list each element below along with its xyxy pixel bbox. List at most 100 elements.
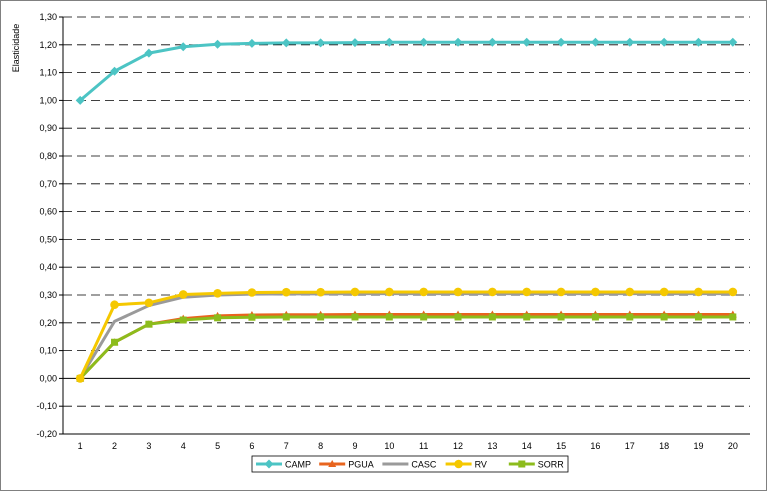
data-point-rv <box>694 287 703 297</box>
series-line-casc <box>78 292 733 380</box>
x-tick-label: 3 <box>146 441 151 451</box>
data-point-rv <box>316 287 325 297</box>
y-tick-label: 0,90 <box>39 123 57 133</box>
legend-label: RV <box>475 460 487 470</box>
y-tick-label: 0,30 <box>39 290 57 300</box>
data-point-camp <box>522 37 532 47</box>
legend-swatch-marker <box>518 460 526 468</box>
y-tick-label: 0,40 <box>39 262 57 272</box>
data-point-sorr <box>694 313 702 321</box>
y-tick-label: 1,10 <box>39 68 57 78</box>
legend-item-casc: CASC <box>382 460 437 470</box>
data-point-camp <box>728 37 738 47</box>
data-point-sorr <box>145 320 153 328</box>
legend-box <box>251 455 569 473</box>
data-point-rv <box>144 298 154 308</box>
x-tick-label: 2 <box>112 441 117 451</box>
x-tick-label: 20 <box>728 441 738 451</box>
legend-item-rv: RV <box>445 459 487 470</box>
data-point-camp <box>453 37 463 47</box>
x-tick-label: 10 <box>384 441 394 451</box>
data-point-camp <box>75 95 85 105</box>
data-point-sorr <box>591 313 599 321</box>
data-point-rv <box>591 287 600 297</box>
data-point-sorr <box>557 313 565 321</box>
x-tick-label: 15 <box>556 441 566 451</box>
data-point-camp <box>693 37 703 47</box>
x-tick-label: 4 <box>181 441 186 451</box>
data-point-rv <box>178 290 188 299</box>
data-point-rv <box>385 287 394 297</box>
data-point-rv <box>659 287 669 297</box>
data-point-rv <box>556 287 566 297</box>
y-tick-label: 1,20 <box>39 40 57 50</box>
data-point-camp <box>316 38 326 48</box>
legend-label: CAMP <box>285 460 311 470</box>
data-point-sorr <box>420 313 428 321</box>
series-lines <box>75 37 738 383</box>
data-point-rv <box>110 300 119 310</box>
data-point-camp <box>556 37 566 47</box>
data-point-rv <box>75 374 85 383</box>
data-point-rv <box>625 287 635 297</box>
data-point-sorr <box>626 313 634 321</box>
data-point-rv <box>488 287 497 297</box>
x-tick-label: 9 <box>352 441 357 451</box>
series-sorr <box>76 313 737 382</box>
data-point-rv <box>247 288 257 297</box>
data-point-sorr <box>729 313 737 321</box>
legend: CAMP PGUA CASC RV SORR <box>251 455 569 473</box>
legend-item-sorr: SORR <box>508 460 564 470</box>
legend-swatch-marker <box>454 459 463 469</box>
data-point-sorr <box>660 313 668 321</box>
x-tick-label: 6 <box>249 441 254 451</box>
data-point-sorr <box>214 314 222 322</box>
x-tick-label: 16 <box>590 441 600 451</box>
x-tick-label: 8 <box>318 441 323 451</box>
data-point-camp <box>281 38 291 48</box>
data-point-camp <box>625 37 635 47</box>
legend-swatch-marker <box>264 459 274 469</box>
x-tick-label: 14 <box>522 441 532 451</box>
data-point-sorr <box>179 316 187 324</box>
gridlines <box>63 16 750 407</box>
data-point-camp <box>590 37 600 47</box>
y-tick-label: 0,60 <box>39 207 57 217</box>
data-point-camp <box>144 48 154 58</box>
data-point-sorr <box>111 338 119 346</box>
y-tick-label: 0,10 <box>39 346 57 356</box>
y-tick-label: 0,00 <box>39 373 57 383</box>
y-tick-label: 1,00 <box>39 95 57 105</box>
y-tick-label: 0,50 <box>39 234 57 244</box>
series-line-sorr <box>79 315 733 380</box>
x-tick-label: 5 <box>215 441 220 451</box>
x-tick-label: 1 <box>78 441 83 451</box>
data-point-sorr <box>488 313 496 321</box>
data-point-rv <box>728 287 738 297</box>
data-point-sorr <box>317 313 325 321</box>
series-line-camp <box>79 40 733 102</box>
y-tick-label: -0,10 <box>36 401 57 411</box>
y-tick-label: 0,20 <box>39 318 57 328</box>
axes: -0,20 -0,10 0,00 0,10 0,20 0,30 0,40 0,50 0,60 0,… <box>36 12 750 451</box>
legend-item-camp: CAMP <box>256 459 311 470</box>
series-line-rv <box>78 290 733 380</box>
data-point-camp <box>384 37 394 47</box>
y-tick-label: -0,20 <box>36 429 57 439</box>
x-tick-label: 19 <box>693 441 703 451</box>
data-point-sorr <box>385 313 393 321</box>
legend-swatch-marker <box>328 460 337 467</box>
data-point-camp <box>247 38 257 48</box>
data-point-sorr <box>454 313 462 321</box>
series-camp <box>75 37 738 105</box>
data-point-sorr <box>351 313 359 321</box>
data-point-camp <box>659 37 669 47</box>
x-tick-label: 12 <box>453 441 463 451</box>
data-point-rv <box>419 287 428 297</box>
data-point-camp <box>213 39 223 49</box>
x-tick-label: 17 <box>625 441 635 451</box>
series-rv <box>75 287 738 383</box>
data-point-camp <box>350 38 360 48</box>
data-point-rv <box>213 289 222 298</box>
